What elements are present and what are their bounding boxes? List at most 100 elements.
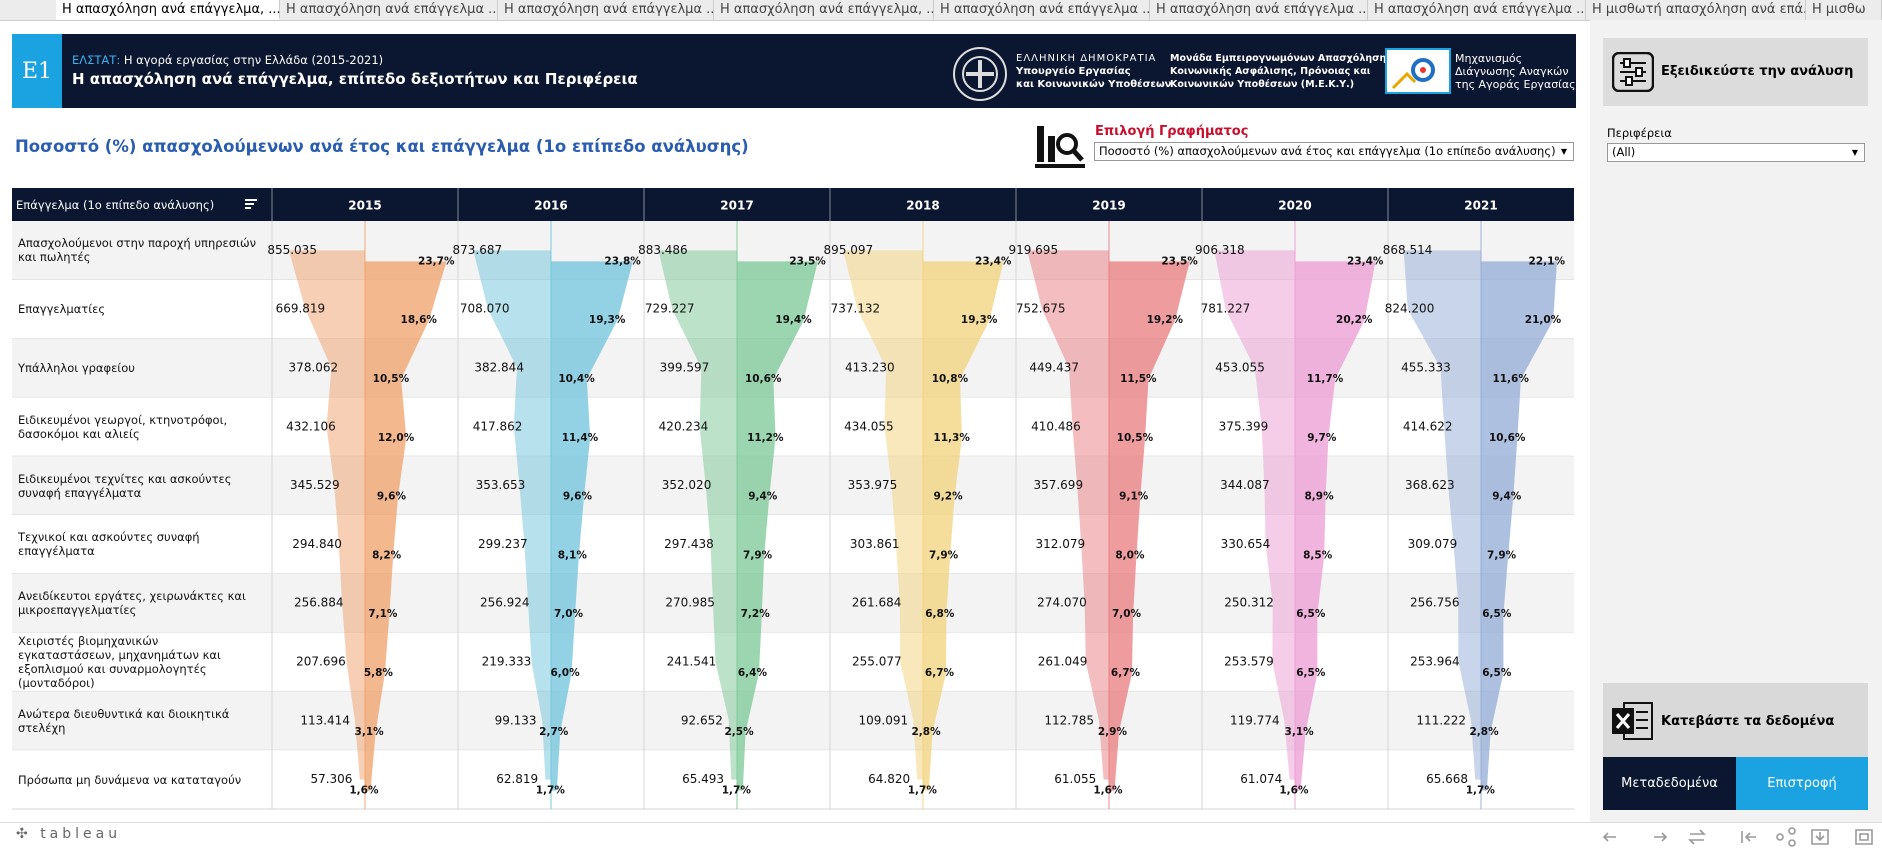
tab[interactable]: Η απασχόληση ανά επάγγελμα ... [934,0,1150,20]
count-label: 352.020 [662,478,712,492]
share-label: 23,4% [975,255,1012,267]
count-label: 113.414 [300,713,350,727]
row-label: Υπάλληλοι γραφείου [18,360,135,375]
share-area [1109,261,1190,791]
row-label: Χειριστές βιομηχανικών εγκαταστάσεων, μη… [18,633,221,690]
mechanism-logo [1385,48,1451,94]
unit-line: Κοινωνικής Ασφάλισης, Πρόνοιας και [1170,66,1371,77]
count-label: 375.399 [1219,419,1269,433]
count-label: 62.819 [496,772,538,786]
share-label: 8,0% [1115,549,1145,561]
share-label: 6,8% [925,608,955,620]
tab[interactable]: Η απασχόληση ανά επάγγελμα, ... [56,0,280,20]
count-label: 895.097 [824,243,874,257]
share-label: 8,1% [558,549,588,561]
unit: Μονάδα Εμπειρογνωμόνων Απασχόλησης, Κοιν… [1170,52,1396,91]
refine-button[interactable] [1603,38,1868,106]
count-label: 303.861 [850,537,900,551]
row-label: Ανειδίκευτοι εργάτες, χειρωνάκτες και μι… [18,589,246,618]
count-label: 207.696 [296,655,346,669]
chart-title: Ποσοστό (%) απασχολούμενων ανά έτος και … [15,137,749,156]
tableau-brand[interactable]: ✣ tableau [16,826,122,842]
share-label: 7,9% [743,549,773,561]
selector-value: Ποσοστό (%) απασχολούμενων ανά έτος και … [1099,144,1556,158]
year-label: 2020 [1278,199,1311,213]
count-label: 65.668 [1426,772,1468,786]
share-label: 8,9% [1304,491,1334,503]
count-label: 378.062 [289,361,339,375]
share-label: 11,5% [1120,373,1157,385]
share-label: 23,8% [604,255,641,267]
count-label: 99.133 [495,713,537,727]
count-label: 353.653 [476,478,526,492]
share-label: 9,2% [934,491,964,503]
share-label: 6,4% [738,667,768,679]
tab[interactable]: Η μισθωτή απασχόληση ανά επά... [1586,0,1806,20]
share-label: 3,1% [355,726,385,738]
share-label: 10,4% [558,373,595,385]
ministry-line: ΕΛΛΗΝΙΚΗ ΔΗΜΟΚΡΑΤΙΑ [1016,53,1157,64]
year-label: 2018 [906,199,939,213]
header-band [12,34,1576,108]
count-label: 919.695 [1008,243,1058,257]
share-label: 1,7% [722,785,752,797]
share-label: 19,2% [1147,314,1184,326]
share-label: 2,8% [1470,726,1500,738]
filter-value: (All) [1612,145,1636,159]
count-label: 708.070 [460,302,510,316]
tab[interactable]: Η απασχόληση ανά επάγγελμα, ... [714,0,934,20]
count-label: 414.622 [1403,419,1453,433]
count-label: 382.844 [474,361,524,375]
count-label: 344.087 [1220,478,1270,492]
count-area [473,250,551,780]
share-label: 9,4% [748,491,778,503]
mechanism-line: της Αγοράς Εργασίας [1455,78,1576,91]
count-label: 868.514 [1383,243,1433,257]
tab[interactable]: Η μισθω [1806,0,1882,20]
count-label: 432.106 [286,419,336,433]
ministry-line: Υπουργείο Εργασίας [1016,66,1131,77]
year-label: 2021 [1464,199,1497,213]
filter-dropdown[interactable]: (All) ▼ [1607,143,1865,162]
back-button[interactable]: Επιστροφή [1736,757,1868,810]
tab[interactable]: Η απασχόληση ανά επάγγελμα ... [280,0,498,20]
share-label: 1,7% [536,785,566,797]
share-label: 6,7% [1111,667,1141,679]
unit-line: Μονάδα Εμπειρογνωμόνων Απασχόλησης, [1170,53,1396,64]
share-label: 2,5% [724,726,754,738]
count-label: 270.985 [665,596,715,610]
excel-icon [1612,702,1653,740]
chart-selector[interactable]: Ποσοστό (%) απασχολούμενων ανά έτος και … [1094,142,1574,161]
selector-label: Επιλογή Γραφήματος [1095,124,1249,139]
count-area [1214,250,1295,780]
share-label: 23,5% [1161,255,1198,267]
share-label: 7,0% [1112,608,1142,620]
count-label: 309.079 [1408,537,1458,551]
share-label: 2,9% [1098,726,1128,738]
share-label: 18,6% [401,314,438,326]
count-label: 219.333 [482,655,532,669]
count-area [658,250,737,780]
tab[interactable]: Η απασχόληση ανά επάγγελμα ... [498,0,714,20]
row-label: Ανώτερα διευθυντικά και διοικητικά στελέ… [18,706,230,735]
tab[interactable]: Η απασχόληση ανά επάγγελμα ... [1368,0,1586,20]
tab[interactable]: Η απασχόληση ανά επάγγελμα ... [1150,0,1368,20]
count-label: 824.200 [1385,302,1435,316]
count-label: 261.684 [852,596,902,610]
year-label: 2017 [720,199,753,213]
count-area [288,250,365,780]
count-label: 64.820 [868,772,910,786]
share-label: 9,6% [563,491,593,503]
count-label: 453.055 [1215,361,1265,375]
sort-icon[interactable] [244,198,258,210]
count-label: 256.924 [480,596,530,610]
mechanism-line: Μηχανισμός [1455,52,1523,65]
count-label: 455.333 [1401,361,1451,375]
metadata-button[interactable]: Μεταδεδομένα [1603,757,1736,810]
count-label: 312.079 [1035,537,1085,551]
share-label: 22,1% [1529,255,1566,267]
year-label: 2019 [1092,199,1125,213]
download-label: Κατεβάστε τα δεδομένα [1661,714,1835,729]
count-label: 410.486 [1031,419,1081,433]
